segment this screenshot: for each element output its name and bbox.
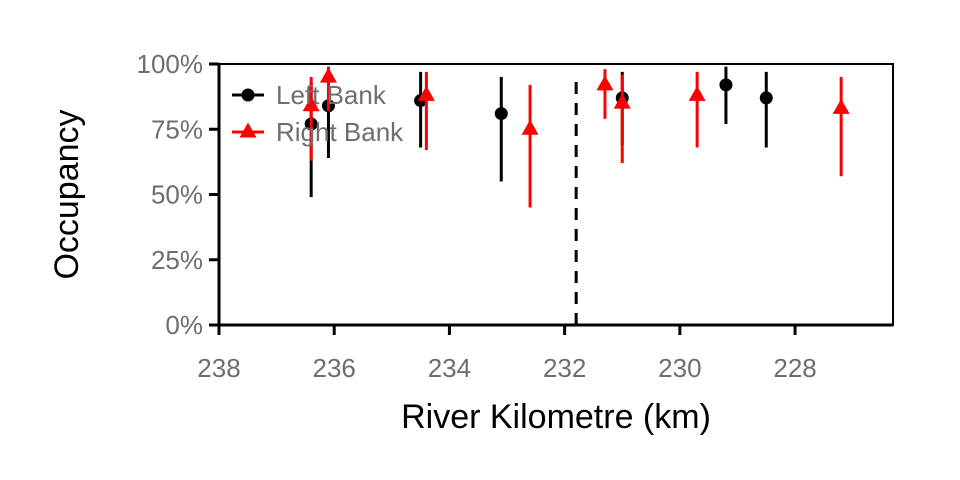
x-tick-label: 234 [428,353,471,383]
legend-label: Left Bank [276,80,387,110]
x-tick-label: 238 [197,353,240,383]
series-right-bank [302,66,850,208]
data-point [759,91,773,105]
legend-item-right-bank: Right Bank [232,117,404,147]
y-tick-label: 0% [165,310,203,340]
legend-label: Right Bank [276,117,404,147]
x-tick-label: 228 [773,353,816,383]
y-axis-title: Occupancy [48,109,86,279]
y-tick-label: 75% [151,114,203,144]
data-marks [302,66,850,208]
x-axis: 238 236 234 232 230 228 [197,323,893,383]
x-axis-title: River Kilometre (km) [401,398,711,436]
series-left-bank [304,66,773,198]
data-point [596,75,614,91]
y-axis: 0% 25% 50% 75% 100% [137,49,221,340]
legend-key-marker [239,122,257,138]
legend-item-left-bank: Left Bank [232,80,387,110]
y-tick-label: 50% [151,180,203,210]
data-point [319,67,337,83]
data-point [832,98,850,114]
y-tick-label: 25% [151,245,203,275]
data-point [417,85,435,101]
x-tick-label: 230 [658,353,701,383]
legend-key-marker [241,88,255,102]
legend: Left Bank Right Bank [232,80,404,147]
x-tick-label: 236 [313,353,356,383]
data-point [719,78,733,92]
y-tick-label: 100% [137,49,204,79]
data-point [494,107,508,121]
data-point [613,93,631,109]
x-tick-label: 232 [543,353,586,383]
data-point [302,96,320,112]
data-point [688,85,706,101]
data-point [521,119,539,135]
